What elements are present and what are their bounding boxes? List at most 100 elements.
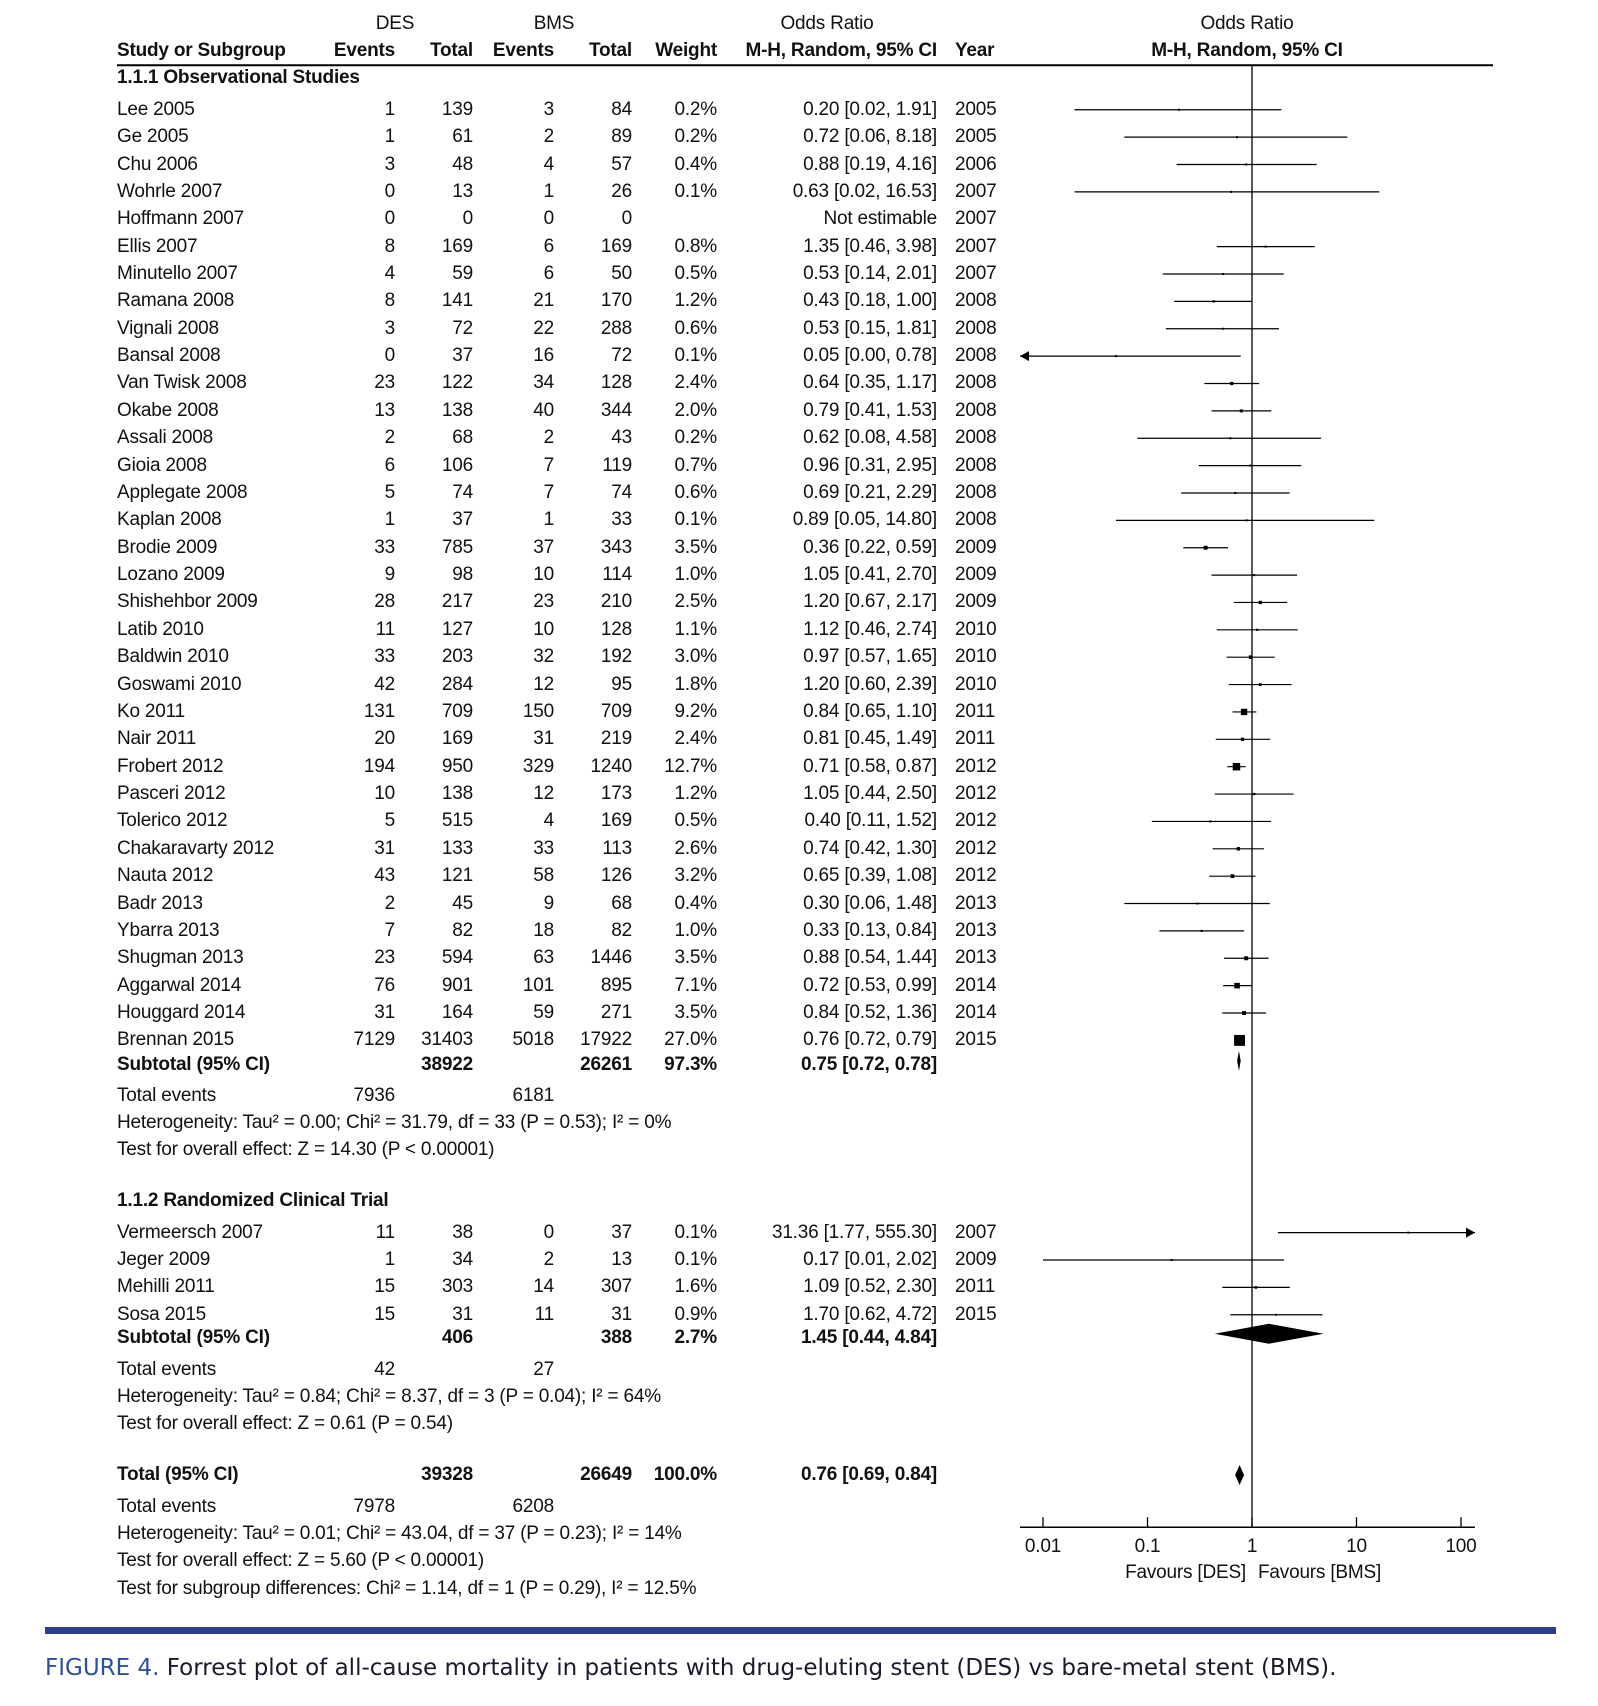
total-label: Total (95% CI) bbox=[117, 1464, 239, 1486]
study-bt: 119 bbox=[602, 454, 632, 476]
study-point bbox=[1253, 574, 1256, 577]
study-be: 34 bbox=[533, 372, 554, 394]
study-ci: 1.20 [0.67, 2.17] bbox=[803, 591, 937, 613]
subtotal-label: Subtotal (95% CI) bbox=[117, 1054, 270, 1076]
study-de: 10 bbox=[374, 783, 395, 805]
study-de: 194 bbox=[363, 755, 395, 777]
study-ci: 0.65 [0.39, 1.08] bbox=[803, 865, 937, 887]
total-dt: 39328 bbox=[421, 1464, 473, 1486]
study-ci: 0.17 [0.01, 2.02] bbox=[803, 1249, 937, 1271]
study-dt: 82 bbox=[452, 919, 473, 941]
study-name: Brennan 2015 bbox=[117, 1029, 234, 1051]
study-point bbox=[1236, 847, 1241, 851]
subtotal-diamond bbox=[1237, 1050, 1241, 1071]
study-be: 0 bbox=[543, 1221, 555, 1243]
x-tick-label: 10 bbox=[1346, 1535, 1367, 1557]
study-name: Lozano 2009 bbox=[117, 564, 225, 586]
study-dt: 48 bbox=[452, 153, 473, 175]
study-bt: 169 bbox=[600, 235, 632, 257]
study-name: Brodie 2009 bbox=[117, 536, 218, 558]
study-bt: 343 bbox=[600, 536, 632, 558]
study-de: 33 bbox=[374, 536, 395, 558]
study-name: Sosa 2015 bbox=[117, 1303, 207, 1325]
study-name: Houggard 2014 bbox=[117, 1002, 246, 1024]
study-dt: 34 bbox=[452, 1249, 473, 1271]
study-de: 1 bbox=[384, 98, 396, 120]
study-be: 63 bbox=[533, 947, 554, 969]
header-bms-total: Total bbox=[589, 40, 632, 62]
study-bt: 33 bbox=[611, 509, 632, 531]
study-point bbox=[1240, 708, 1248, 716]
study-bt: 82 bbox=[611, 919, 632, 941]
study-ci: 0.40 [0.11, 1.52] bbox=[804, 810, 937, 832]
study-dt: 121 bbox=[441, 865, 473, 887]
study-ci: 0.64 [0.35, 1.17] bbox=[803, 372, 937, 394]
study-bt: 170 bbox=[600, 290, 632, 312]
header-year: Year bbox=[955, 40, 995, 62]
study-ci: 0.97 [0.57, 1.65] bbox=[803, 646, 937, 668]
study-dt: 59 bbox=[452, 263, 473, 284]
header-bms-events: Events bbox=[492, 40, 554, 62]
study-bt: 895 bbox=[600, 974, 632, 996]
subgroup-label: 1.1.2 Randomized Clinical Trial bbox=[117, 1190, 389, 1212]
header-odds-ratio: Odds Ratio bbox=[780, 12, 874, 34]
study-be: 12 bbox=[533, 673, 554, 695]
study-year: 2012 bbox=[955, 837, 997, 859]
total-diamond bbox=[1235, 1465, 1245, 1486]
study-name: Pasceri 2012 bbox=[117, 783, 226, 805]
study-year: 2008 bbox=[955, 317, 997, 339]
overall-heterogeneity: Heterogeneity: Tau² = 0.01; Chi² = 43.04… bbox=[117, 1522, 682, 1544]
study-w: 0.4% bbox=[674, 153, 717, 175]
study-year: 2009 bbox=[955, 536, 997, 558]
overall-total-events-bms: 6208 bbox=[512, 1495, 555, 1517]
study-ci: 1.05 [0.41, 2.70] bbox=[803, 564, 937, 586]
favours-des-label: Favours [DES] bbox=[1125, 1561, 1246, 1583]
study-w: 1.2% bbox=[674, 783, 717, 805]
header-study: Study or Subgroup bbox=[117, 40, 286, 62]
study-bt: 1240 bbox=[590, 755, 633, 777]
total-events-bms: 27 bbox=[533, 1358, 554, 1380]
study-w: 0.4% bbox=[674, 892, 717, 914]
header-des-total: Total bbox=[430, 40, 473, 62]
header-des-events: Events bbox=[333, 40, 395, 62]
study-dt: 0 bbox=[462, 208, 474, 230]
study-de: 1 bbox=[384, 509, 396, 531]
subtotal-w: 97.3% bbox=[664, 1054, 717, 1076]
study-be: 59 bbox=[533, 1002, 554, 1024]
study-de: 31 bbox=[374, 1002, 395, 1024]
study-point bbox=[1236, 136, 1239, 139]
study-w: 3.5% bbox=[674, 1002, 717, 1024]
study-year: 2011 bbox=[955, 1276, 996, 1298]
study-year: 2007 bbox=[955, 180, 997, 202]
study-de: 2 bbox=[384, 427, 396, 449]
study-year: 2015 bbox=[955, 1303, 997, 1325]
study-ci: 0.76 [0.72, 0.79] bbox=[803, 1029, 937, 1051]
study-point bbox=[1264, 245, 1267, 248]
study-be: 32 bbox=[533, 646, 554, 668]
study-name: Ko 2011 bbox=[117, 700, 185, 722]
study-point bbox=[1253, 792, 1256, 796]
study-dt: 98 bbox=[452, 564, 473, 586]
study-de: 7 bbox=[384, 919, 396, 941]
overall-effect: Test for overall effect: Z = 14.30 (P < … bbox=[117, 1139, 495, 1161]
study-name: Frobert 2012 bbox=[117, 755, 224, 777]
study-bt: 68 bbox=[611, 892, 632, 914]
study-de: 0 bbox=[384, 208, 396, 230]
study-ci: 0.84 [0.52, 1.36] bbox=[803, 1002, 937, 1024]
study-point bbox=[1234, 982, 1240, 989]
study-point bbox=[1230, 874, 1235, 879]
study-point bbox=[1177, 108, 1180, 111]
study-be: 150 bbox=[522, 700, 554, 722]
study-de: 11 bbox=[375, 618, 396, 640]
study-de: 6 bbox=[384, 454, 396, 476]
study-be: 0 bbox=[543, 208, 555, 230]
study-w: 2.4% bbox=[674, 372, 717, 394]
study-ci: 1.09 [0.52, 2.30] bbox=[803, 1276, 937, 1298]
study-point bbox=[1200, 929, 1203, 932]
study-point bbox=[1239, 409, 1243, 413]
study-bt: 192 bbox=[600, 646, 632, 668]
study-be: 37 bbox=[533, 536, 554, 558]
study-w: 0.1% bbox=[674, 1221, 717, 1243]
study-ci: 0.69 [0.21, 2.29] bbox=[803, 481, 937, 503]
study-year: 2011 bbox=[955, 728, 996, 750]
